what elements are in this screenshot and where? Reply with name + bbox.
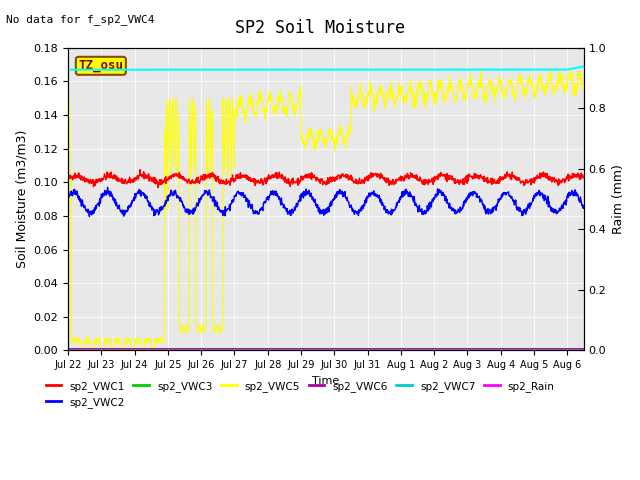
Y-axis label: Soil Moisture (m3/m3): Soil Moisture (m3/m3) (15, 130, 28, 268)
Text: SP2 Soil Moisture: SP2 Soil Moisture (235, 19, 405, 37)
X-axis label: Time: Time (312, 376, 340, 386)
Y-axis label: Raim (mm): Raim (mm) (612, 164, 625, 234)
Text: TZ_osu: TZ_osu (78, 60, 124, 72)
Text: No data for f_sp2_VWC4: No data for f_sp2_VWC4 (6, 14, 155, 25)
Legend: sp2_VWC1, sp2_VWC2, sp2_VWC3, sp2_VWC5, sp2_VWC6, sp2_VWC7, sp2_Rain: sp2_VWC1, sp2_VWC2, sp2_VWC3, sp2_VWC5, … (42, 376, 559, 412)
